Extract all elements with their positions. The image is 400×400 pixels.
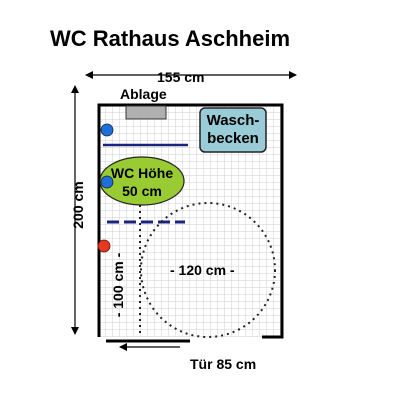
wc-label: WC Höhe 50 cm <box>110 165 174 199</box>
door-width-label: Tür 85 cm <box>190 356 257 372</box>
red-marker <box>97 239 111 253</box>
page-title: WC Rathaus Aschheim <box>50 26 291 51</box>
sink-label: Wasch- becken <box>206 112 260 147</box>
height-dimension-label: 200 cm <box>70 181 86 229</box>
wc-toilet <box>99 156 185 206</box>
shelf <box>125 105 167 120</box>
shelf-label: Ablage <box>120 86 167 102</box>
turning-circle <box>140 202 276 338</box>
width-dimension-label: 155 cm <box>157 69 205 85</box>
turning-circle-label: - 120 cm - <box>170 262 235 278</box>
room-walls <box>97 103 284 339</box>
blue-marker-upper <box>100 123 114 137</box>
sink <box>199 107 267 153</box>
side-clearance-label: - 100 cm - <box>110 252 126 318</box>
blue-marker-wc <box>100 175 114 189</box>
